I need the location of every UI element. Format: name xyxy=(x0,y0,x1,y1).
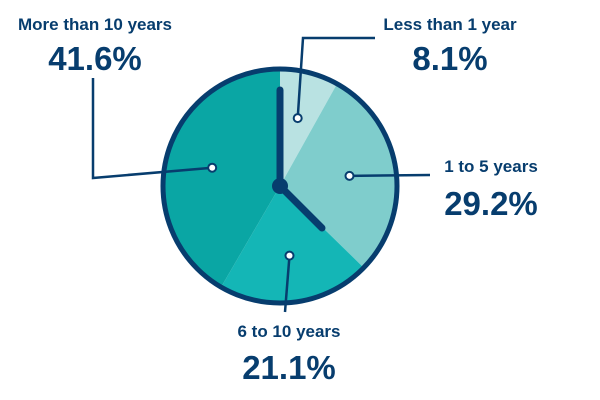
slice-label-more-than-10-years: More than 10 years xyxy=(18,15,172,34)
pie-slice-1-to-5-years xyxy=(280,83,397,268)
clock-center-hub xyxy=(272,178,288,194)
pie-slice-more-than-10-years xyxy=(163,69,280,288)
slice-value-6-to-10-years: 21.1% xyxy=(242,349,336,386)
leader-line-less-than-1-year xyxy=(296,36,375,119)
slice-label-6-to-10-years: 6 to 10 years xyxy=(237,322,340,341)
clock-face-icon xyxy=(272,86,326,232)
pie-slice-less-than-1-year xyxy=(280,69,338,186)
slice-label-1-to-5-years: 1 to 5 years xyxy=(444,157,538,176)
leader-line-6-to-10-years xyxy=(283,255,291,313)
slice-value-1-to-5-years: 29.2% xyxy=(444,185,538,222)
leader-dot-more-than-10-years xyxy=(207,162,218,173)
leader-dot-1-to-5-years xyxy=(344,170,355,181)
slice-value-more-than-10-years: 41.6% xyxy=(48,40,142,77)
pie-outline xyxy=(160,66,400,306)
slice-label-less-than-1-year: Less than 1 year xyxy=(383,15,517,34)
pie-slice-6-to-10-years xyxy=(221,186,364,303)
leader-lines xyxy=(91,36,431,313)
slice-value-less-than-1-year: 8.1% xyxy=(412,40,487,77)
leader-dot-less-than-1-year xyxy=(292,113,303,124)
clock-minute-hand xyxy=(276,182,326,232)
leader-dot-6-to-10-years xyxy=(284,250,295,261)
leader-line-more-than-10-years xyxy=(91,78,213,180)
leader-line-1-to-5-years xyxy=(349,173,431,178)
pie-slices xyxy=(163,69,397,303)
